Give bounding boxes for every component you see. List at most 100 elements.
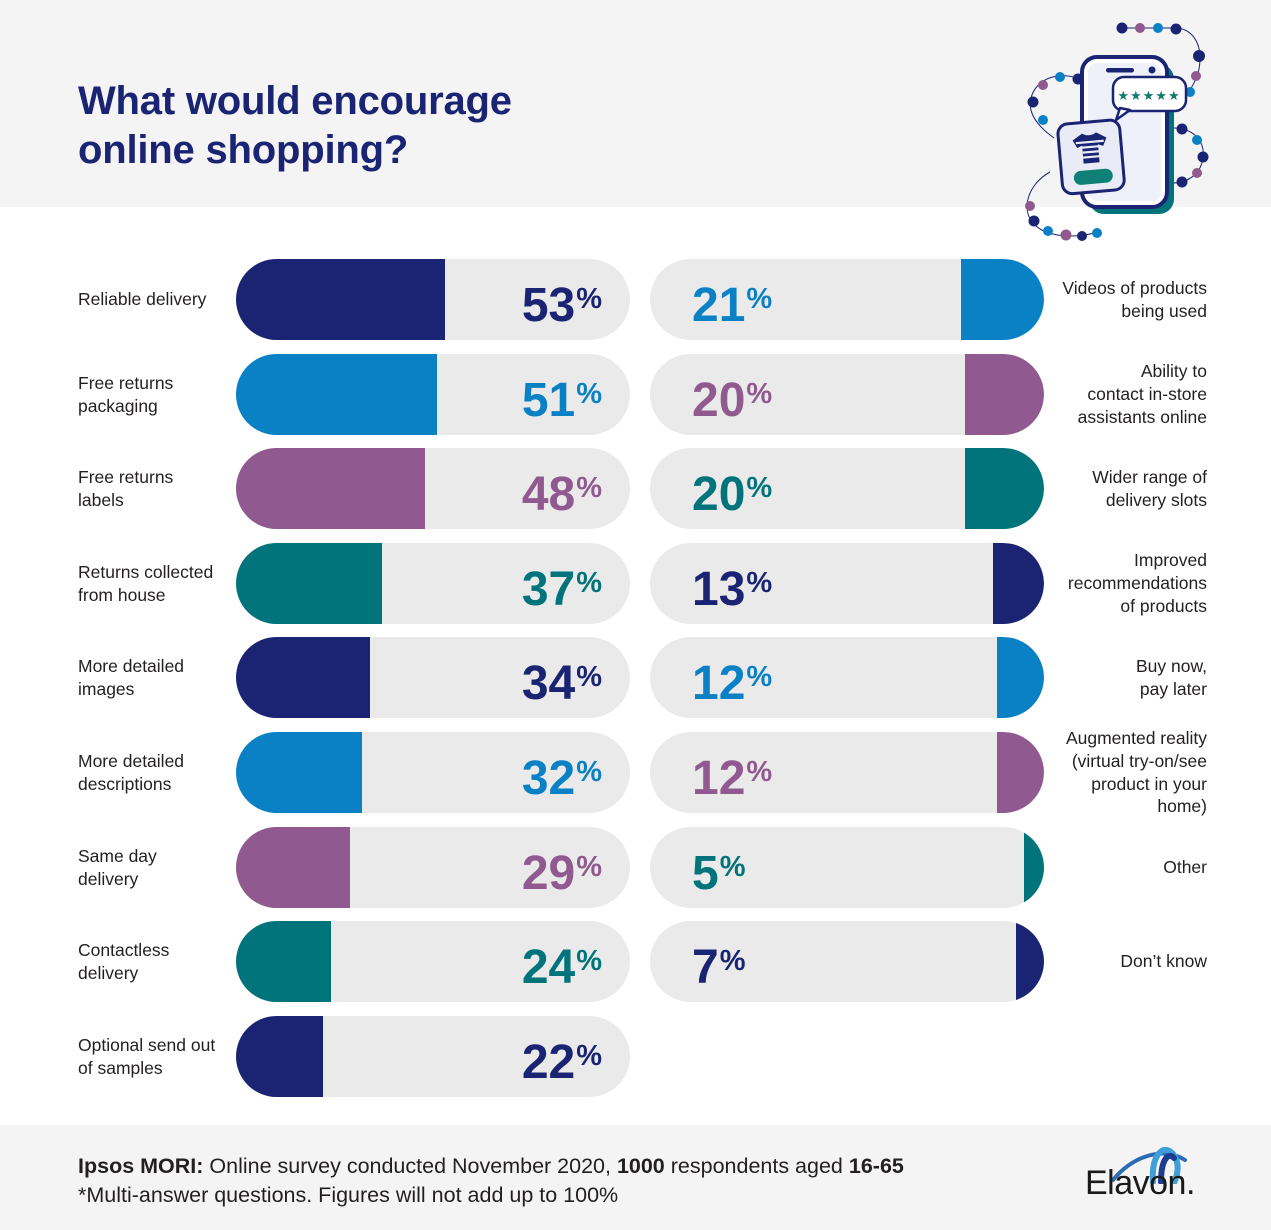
bar-track: [650, 259, 1044, 340]
bar-value: 12%: [692, 732, 772, 813]
bar-label: Videos of products being used: [1062, 277, 1207, 321]
bar-label: Augmented reality (virtual try-on/see pr…: [1065, 728, 1207, 817]
bar-value: 20%: [692, 354, 772, 435]
bar-value-number: 7: [692, 941, 719, 994]
bar-label: Other: [1163, 857, 1207, 878]
bar-value-number: 53: [521, 279, 576, 332]
bar-value: 37%: [470, 543, 602, 624]
bar-value-number: 20: [692, 374, 746, 427]
source-text: respondents aged: [664, 1154, 849, 1178]
source-bold: 16-65: [848, 1154, 904, 1178]
bar-value: 12%: [692, 637, 772, 718]
bar-value-number: 34: [521, 657, 576, 710]
bar-fill: [992, 543, 1044, 624]
source-text: Online survey conducted November 2020,: [203, 1154, 617, 1178]
bar-row-left-6: Same day delivery 29%: [0, 827, 1271, 908]
percent-sign: %: [746, 567, 773, 599]
bar-row-right-4: Buy now, pay later 12%: [0, 637, 1271, 718]
bar-fill: [996, 732, 1044, 813]
percent-sign: %: [719, 851, 746, 883]
bar-row-left-4: More detailed images 34%: [0, 637, 1271, 718]
bar-label: Reliable delivery: [78, 289, 207, 310]
source-line-2: *Multi-answer questions. Figures will no…: [78, 1183, 619, 1207]
percent-sign: %: [576, 851, 602, 883]
product-card: [1056, 118, 1126, 196]
bar-fill: [996, 637, 1044, 718]
bar-value: 32%: [470, 732, 602, 813]
bar-value-number: 12: [692, 752, 746, 805]
bar-value: 22%: [470, 1016, 602, 1097]
bar-track: [236, 354, 630, 435]
bar-value-number: 32: [521, 752, 576, 805]
bar-label: Optional send out of samples: [78, 1034, 216, 1078]
source-bold: 1000: [616, 1154, 665, 1178]
bar-row-left-3: Returns collected from house 37%: [0, 543, 1271, 624]
bar-fill: [236, 921, 331, 1002]
bar-value-number: 48: [521, 468, 576, 521]
bar-track: [650, 637, 1044, 718]
bar-value: 20%: [692, 448, 772, 529]
bar-row-right-0: Videos of products being used 21%: [0, 259, 1271, 340]
bar-value: 7%: [692, 921, 746, 1002]
percent-sign: %: [576, 1040, 602, 1072]
bar-track: [236, 259, 630, 340]
bar-row-left-8: Optional send out of samples 22%: [0, 1016, 1271, 1097]
page-title: What would encourage online shopping?: [78, 78, 512, 172]
bar-track: [650, 543, 1044, 624]
bar-value-number: 22: [521, 1036, 576, 1089]
percent-sign: %: [746, 283, 773, 315]
bar-value-number: 20: [692, 468, 746, 521]
bar-value-number: 21: [692, 279, 746, 332]
bar-row-left-7: Contactless delivery 24%: [0, 921, 1271, 1002]
percent-sign: %: [576, 378, 602, 410]
bar-value: 53%: [470, 259, 602, 340]
bar-row-right-6: Other 5%: [0, 827, 1271, 908]
bar-value-number: 24: [521, 941, 576, 994]
bar-track: [650, 354, 1044, 435]
bar-track: [650, 448, 1044, 529]
bar-chart: Reliable delivery 53% Free returns packagi…: [0, 259, 1271, 1097]
percent-sign: %: [746, 661, 773, 693]
percent-sign: %: [746, 472, 773, 504]
bar-value: 48%: [470, 448, 602, 529]
bar-fill: [236, 448, 426, 529]
percent-sign: %: [576, 567, 602, 599]
bar-fill: [236, 637, 370, 718]
bar-value-number: 29: [521, 847, 576, 900]
bar-track: [650, 732, 1044, 813]
bar-value-number: 13: [692, 563, 746, 616]
bar-row-left-0: Reliable delivery 53%: [0, 259, 1271, 340]
bar-label: More detailed descriptions: [78, 750, 185, 794]
bar-track: [236, 827, 630, 908]
bar-track: [236, 448, 630, 529]
bar-fill: [1024, 827, 1044, 908]
bar-value-number: 37: [521, 563, 576, 616]
bar-label: Free returns labels: [78, 466, 174, 510]
bar-label: Contactless delivery: [78, 939, 170, 983]
percent-sign: %: [719, 945, 746, 977]
bar-label: Wider range of delivery slots: [1092, 466, 1207, 510]
bar-fill: [961, 259, 1044, 340]
bar-fill: [236, 259, 445, 340]
bar-value: 29%: [470, 827, 602, 908]
bar-track: [236, 732, 630, 813]
source-note: Ipsos MORI: Online survey conducted Nove…: [78, 1152, 904, 1210]
bar-track: [236, 921, 630, 1002]
bar-row-left-2: Free returns labels 48%: [0, 448, 1271, 529]
percent-sign: %: [746, 378, 773, 410]
bar-value: 5%: [692, 827, 746, 908]
bar-track: [236, 1016, 630, 1097]
bar-row-right-1: Ability to contact in-store assistants o…: [0, 354, 1271, 435]
bar-label: Returns collected from house: [78, 561, 214, 605]
bar-row-right-7: Don’t know 7%: [0, 921, 1271, 1002]
stars-icon: ★★★★★: [1117, 89, 1180, 104]
bar-label: Same day delivery: [78, 845, 157, 889]
percent-sign: %: [576, 756, 602, 788]
bar-row-left-1: Free returns packaging 51%: [0, 354, 1271, 435]
bar-row-right-2: Wider range of delivery slots 20%: [0, 448, 1271, 529]
elavon-wordmark: Elavon.: [1085, 1164, 1195, 1202]
percent-sign: %: [576, 945, 602, 977]
footer-band: [0, 1125, 1271, 1230]
bar-fill: [965, 354, 1044, 435]
